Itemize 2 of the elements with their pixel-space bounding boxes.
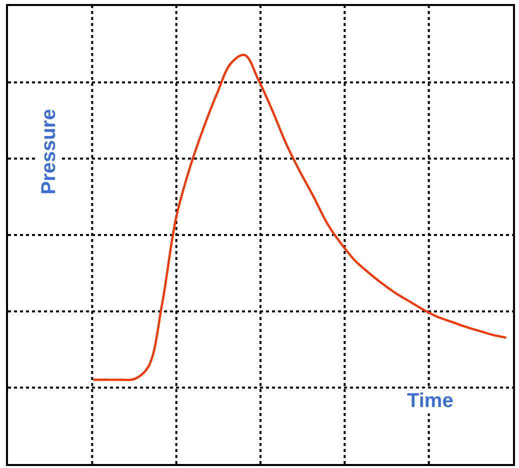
x-axis-title: Time [407, 390, 454, 412]
y-axis-title: Pressure [38, 108, 60, 195]
